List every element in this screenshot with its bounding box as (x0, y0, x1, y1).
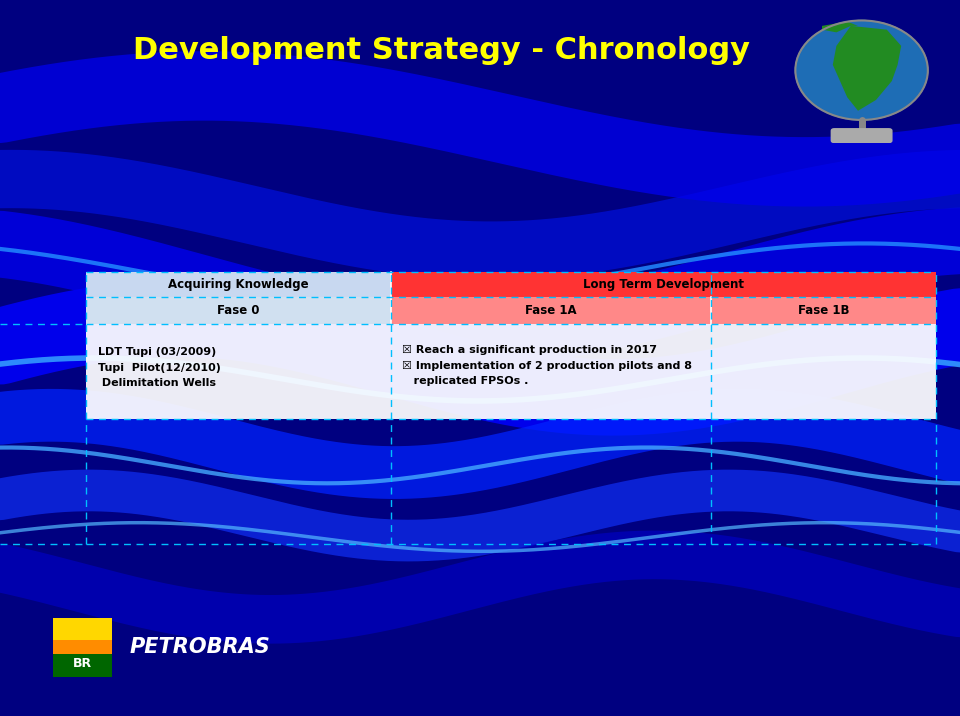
Text: Development Strategy - Chronology: Development Strategy - Chronology (133, 36, 750, 64)
Text: Fase 0: Fase 0 (217, 304, 260, 317)
FancyBboxPatch shape (391, 324, 710, 419)
Polygon shape (822, 21, 858, 32)
FancyBboxPatch shape (53, 618, 112, 677)
Text: Acquiring Knowledge: Acquiring Knowledge (168, 278, 309, 291)
FancyBboxPatch shape (391, 297, 710, 324)
Text: Fase 1B: Fase 1B (798, 304, 850, 317)
FancyBboxPatch shape (86, 272, 391, 297)
Polygon shape (832, 26, 901, 111)
FancyBboxPatch shape (830, 128, 893, 143)
Circle shape (795, 21, 927, 120)
FancyBboxPatch shape (710, 324, 936, 419)
Text: BR: BR (73, 657, 92, 670)
Text: Long Term Development: Long Term Development (583, 278, 744, 291)
FancyBboxPatch shape (53, 640, 112, 654)
FancyBboxPatch shape (86, 324, 391, 419)
Text: ☒ Reach a significant production in 2017
☒ Implementation of 2 production pilots: ☒ Reach a significant production in 2017… (402, 345, 692, 386)
Text: PETROBRAS: PETROBRAS (130, 637, 271, 657)
FancyBboxPatch shape (86, 297, 391, 324)
Text: LDT Tupi (03/2009)
Tupi  Pilot(12/2010)
 Delimitation Wells: LDT Tupi (03/2009) Tupi Pilot(12/2010) D… (98, 347, 221, 388)
FancyBboxPatch shape (391, 272, 936, 297)
FancyBboxPatch shape (710, 297, 936, 324)
Text: Fase 1A: Fase 1A (525, 304, 577, 317)
FancyBboxPatch shape (53, 618, 112, 640)
